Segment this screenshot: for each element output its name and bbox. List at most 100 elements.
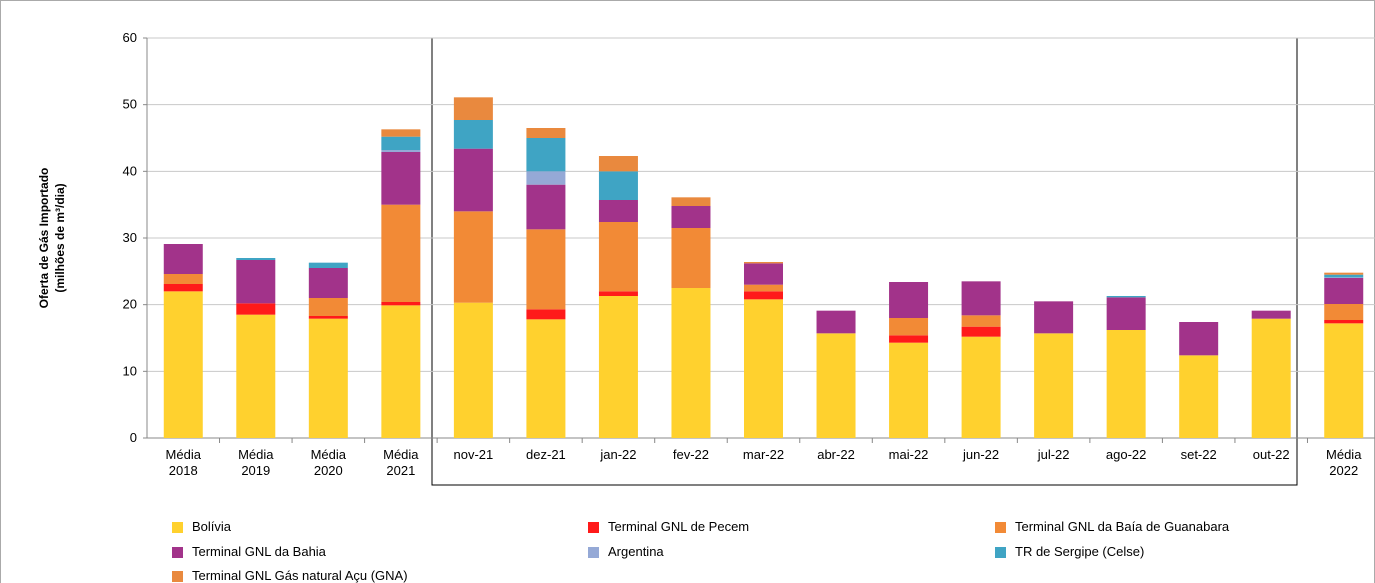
bar-segment bbox=[308, 268, 348, 298]
bar-segment bbox=[889, 342, 929, 438]
bar-segment bbox=[744, 263, 783, 285]
x-tick-label: nov-21 bbox=[453, 447, 494, 462]
legend-label: Terminal GNL da Bahia bbox=[192, 544, 326, 559]
bar-segment bbox=[381, 305, 421, 438]
bar-segment bbox=[598, 200, 638, 222]
bar-segment bbox=[1179, 355, 1219, 438]
legend-label: Bolívia bbox=[192, 519, 232, 534]
bar-segment bbox=[889, 335, 929, 343]
bar-segment bbox=[961, 326, 1001, 337]
x-tick-label: abr-22 bbox=[817, 447, 855, 462]
bar-segment bbox=[1179, 322, 1219, 356]
bar-segment bbox=[1034, 301, 1074, 334]
y-axis-title-line: (milhões de m³/dia) bbox=[53, 183, 67, 292]
bar-segment bbox=[1324, 323, 1364, 438]
bar-segment bbox=[671, 288, 711, 438]
bar-segment bbox=[1106, 297, 1146, 330]
bar-segment bbox=[526, 138, 566, 172]
bar-segment bbox=[453, 97, 493, 120]
bar-segment bbox=[1251, 318, 1291, 438]
y-tick-label: 30 bbox=[123, 230, 137, 245]
bar-segment bbox=[816, 310, 856, 334]
bar-segment bbox=[236, 258, 276, 260]
bar-segment bbox=[453, 211, 493, 303]
bar-segment bbox=[163, 244, 203, 274]
bar-segment bbox=[453, 120, 493, 149]
legend-label: TR de Sergipe (Celse) bbox=[1015, 544, 1145, 559]
bar-segment bbox=[598, 171, 638, 200]
y-axis-title: Oferta de Gás Importado (milhões de m³/di… bbox=[37, 168, 67, 309]
bar-segment bbox=[889, 318, 929, 336]
y-tick-label: 40 bbox=[123, 163, 137, 178]
bar-segment bbox=[671, 206, 711, 228]
bar-segment bbox=[526, 184, 566, 230]
bar-segment bbox=[744, 291, 783, 300]
bar-segment bbox=[236, 314, 276, 438]
y-tick-label: 60 bbox=[123, 30, 137, 45]
bar-segment bbox=[598, 222, 638, 292]
legend-label: Terminal GNL de Pecem bbox=[608, 519, 750, 534]
bar-segment bbox=[381, 129, 421, 137]
y-tick-label: 10 bbox=[123, 363, 137, 378]
y-tick-label: 20 bbox=[123, 297, 137, 312]
x-tick-label: jun-22 bbox=[963, 447, 1000, 462]
bar-segment bbox=[816, 333, 856, 438]
bar-segment bbox=[308, 262, 348, 268]
bar-segment bbox=[526, 229, 566, 310]
x-tick-label: jul-22 bbox=[1037, 447, 1070, 462]
y-axis-title-line: Oferta de Gás Importado bbox=[37, 168, 51, 309]
bar-segment bbox=[308, 318, 348, 438]
legend-swatch bbox=[172, 571, 183, 582]
bar-segment bbox=[598, 296, 638, 438]
bar-segment bbox=[1324, 320, 1364, 324]
bar-segment bbox=[526, 128, 566, 138]
legend-swatch bbox=[172, 522, 183, 533]
bar-segment bbox=[236, 303, 276, 315]
legend-label: Terminal GNL Gás natural Açu (GNA) bbox=[192, 568, 408, 583]
bar-segment bbox=[236, 260, 276, 304]
x-tick-label: jan-22 bbox=[600, 447, 637, 462]
legend-label: Terminal GNL da Baía de Guanabara bbox=[1015, 519, 1230, 534]
bar-segment bbox=[163, 274, 203, 284]
y-tick-label: 50 bbox=[123, 97, 137, 112]
x-tick-label: Média 2021 bbox=[383, 447, 419, 478]
legend-swatch bbox=[172, 547, 183, 558]
legend-swatch bbox=[995, 522, 1006, 533]
x-tick-label: Média 2019 bbox=[238, 447, 274, 478]
x-tick-label: set-22 bbox=[1180, 447, 1217, 462]
legend-swatch bbox=[588, 547, 599, 558]
bar-segment bbox=[308, 298, 348, 316]
x-tick-label: Média 2020 bbox=[310, 447, 347, 478]
bar-segment bbox=[961, 281, 1001, 316]
bar-segment bbox=[308, 316, 348, 319]
bar-segment bbox=[889, 282, 929, 318]
y-tick-label: 0 bbox=[130, 430, 137, 445]
bar-segment bbox=[1106, 296, 1146, 298]
x-tick-label: mar-22 bbox=[742, 447, 785, 462]
legend-swatch bbox=[588, 522, 599, 533]
bar-segment bbox=[598, 291, 638, 296]
x-tick-label: Média 2022 bbox=[1326, 447, 1362, 478]
bar-segment bbox=[163, 284, 203, 292]
bar-segment bbox=[1324, 278, 1364, 304]
bar-segment bbox=[1034, 333, 1074, 438]
bar-segment bbox=[744, 262, 783, 264]
x-tick-label: Média 2018 bbox=[165, 447, 201, 478]
bar-segment bbox=[453, 148, 493, 212]
bar-segment bbox=[526, 319, 566, 438]
bar-segment bbox=[1324, 272, 1364, 275]
legend-label: Argentina bbox=[608, 544, 664, 559]
bar-segment bbox=[598, 156, 638, 172]
bar-segment bbox=[1324, 304, 1364, 320]
x-tick-label: dez-21 bbox=[526, 447, 566, 462]
bar-segment bbox=[1106, 330, 1146, 438]
bar-segment bbox=[381, 204, 421, 302]
x-tick-label: ago-22 bbox=[1105, 447, 1147, 462]
bar-segment bbox=[381, 150, 421, 152]
bar-segment bbox=[526, 171, 566, 185]
x-tick-label: fev-22 bbox=[672, 447, 710, 462]
bar-segment bbox=[381, 302, 421, 306]
bar-segment bbox=[671, 228, 711, 288]
bar-segment bbox=[961, 315, 1001, 327]
